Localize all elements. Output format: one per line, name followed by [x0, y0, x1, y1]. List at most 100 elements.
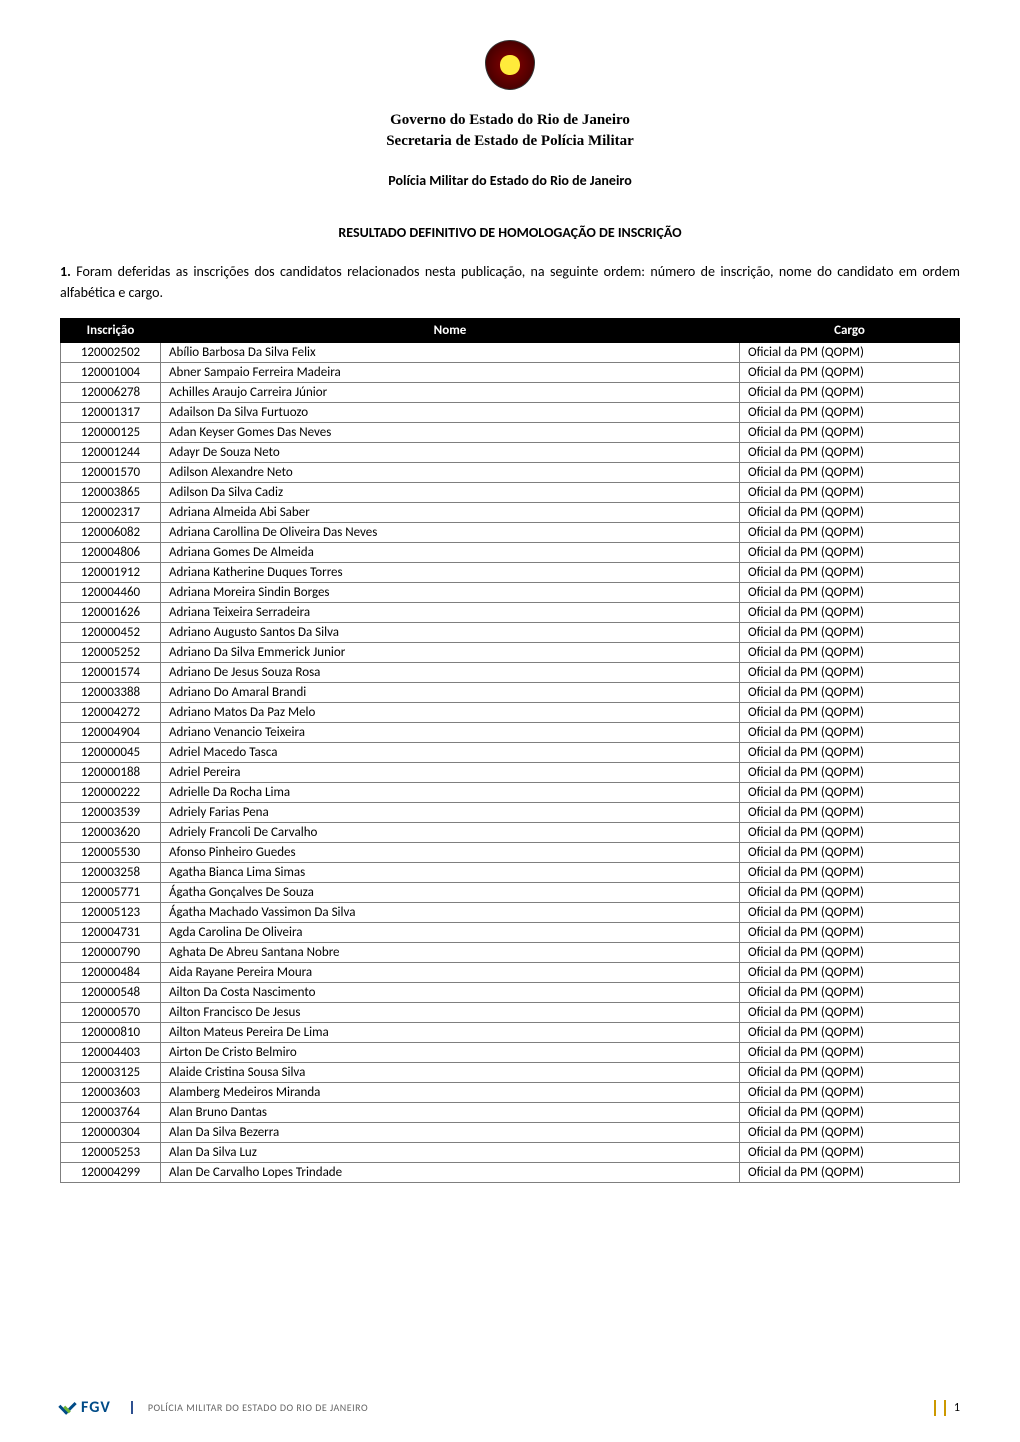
- table-cell: Abner Sampaio Ferreira Madeira: [161, 363, 740, 383]
- table-cell: 120000125: [61, 423, 161, 443]
- table-cell: Adayr De Souza Neto: [161, 443, 740, 463]
- table-row: 120003388Adriano Do Amaral BrandiOficial…: [61, 683, 960, 703]
- table-cell: Oficial da PM (QOPM): [740, 923, 960, 943]
- header-line-1: Governo do Estado do Rio de Janeiro: [60, 110, 960, 131]
- table-row: 120003620Adriely Francoli De CarvalhoOfi…: [61, 823, 960, 843]
- subtitle: Polícia Militar do Estado do Rio de Jane…: [60, 172, 960, 189]
- table-cell: Oficial da PM (QOPM): [740, 363, 960, 383]
- table-cell: 120000222: [61, 783, 161, 803]
- table-cell: 120000570: [61, 1003, 161, 1023]
- table-cell: Oficial da PM (QOPM): [740, 643, 960, 663]
- table-cell: 120001574: [61, 663, 161, 683]
- table-cell: Oficial da PM (QOPM): [740, 603, 960, 623]
- table-cell: Adriano Da Silva Emmerick Junior: [161, 643, 740, 663]
- intro-text: 1. Foram deferidas as inscrições dos can…: [60, 261, 960, 303]
- table-row: 120004403Airton De Cristo BelmiroOficial…: [61, 1043, 960, 1063]
- table-row: 120000188Adriel PereiraOficial da PM (QO…: [61, 763, 960, 783]
- table-cell: 120003258: [61, 863, 161, 883]
- table-cell: Adriana Teixeira Serradeira: [161, 603, 740, 623]
- table-cell: Oficial da PM (QOPM): [740, 583, 960, 603]
- table-row: 120000125Adan Keyser Gomes Das NevesOfic…: [61, 423, 960, 443]
- table-cell: 120003603: [61, 1083, 161, 1103]
- table-cell: Ailton Da Costa Nascimento: [161, 983, 740, 1003]
- table-cell: 120001244: [61, 443, 161, 463]
- table-cell: Adriano Do Amaral Brandi: [161, 683, 740, 703]
- table-cell: Agatha Bianca Lima Simas: [161, 863, 740, 883]
- table-row: 120005771Ágatha Gonçalves De SouzaOficia…: [61, 883, 960, 903]
- table-row: 120001570Adilson Alexandre NetoOficial d…: [61, 463, 960, 483]
- table-row: 120004731Agda Carolina De OliveiraOficia…: [61, 923, 960, 943]
- page-bar: [934, 1400, 936, 1416]
- table-cell: Adriely Farias Pena: [161, 803, 740, 823]
- table-cell: Abílio Barbosa Da Silva Felix: [161, 343, 740, 363]
- table-cell: 120004904: [61, 723, 161, 743]
- table-cell: Oficial da PM (QOPM): [740, 723, 960, 743]
- table-cell: Oficial da PM (QOPM): [740, 443, 960, 463]
- table-cell: Adriano Matos Da Paz Melo: [161, 703, 740, 723]
- table-cell: Oficial da PM (QOPM): [740, 663, 960, 683]
- table-cell: Agda Carolina De Oliveira: [161, 923, 740, 943]
- table-row: 120000304Alan Da Silva BezerraOficial da…: [61, 1123, 960, 1143]
- table-cell: 120004806: [61, 543, 161, 563]
- table-cell: Aghata De Abreu Santana Nobre: [161, 943, 740, 963]
- table-cell: 120004272: [61, 703, 161, 723]
- table-cell: Oficial da PM (QOPM): [740, 943, 960, 963]
- table-cell: 120000452: [61, 623, 161, 643]
- col-nome: Nome: [161, 319, 740, 343]
- pm-logo: [485, 40, 535, 90]
- table-cell: Oficial da PM (QOPM): [740, 463, 960, 483]
- table-cell: Oficial da PM (QOPM): [740, 403, 960, 423]
- checkmark-icon: [60, 1402, 78, 1414]
- table-cell: 120000548: [61, 983, 161, 1003]
- table-cell: Oficial da PM (QOPM): [740, 823, 960, 843]
- table-header-row: Inscrição Nome Cargo: [61, 319, 960, 343]
- table-cell: Oficial da PM (QOPM): [740, 883, 960, 903]
- table-cell: Oficial da PM (QOPM): [740, 803, 960, 823]
- table-cell: Adriely Francoli De Carvalho: [161, 823, 740, 843]
- table-cell: Oficial da PM (QOPM): [740, 703, 960, 723]
- table-cell: Adriana Katherine Duques Torres: [161, 563, 740, 583]
- table-cell: 120005123: [61, 903, 161, 923]
- footer: FGV POLÍCIA MILITAR DO ESTADO DO RIO DE …: [60, 1398, 960, 1417]
- table-cell: 120003865: [61, 483, 161, 503]
- table-cell: Oficial da PM (QOPM): [740, 383, 960, 403]
- table-cell: Afonso Pinheiro Guedes: [161, 843, 740, 863]
- table-row: 120000810Ailton Mateus Pereira De LimaOf…: [61, 1023, 960, 1043]
- table-cell: 120001912: [61, 563, 161, 583]
- table-cell: Adriano Augusto Santos Da Silva: [161, 623, 740, 643]
- header-line-2: Secretaria de Estado de Polícia Militar: [60, 131, 960, 152]
- table-cell: 120000810: [61, 1023, 161, 1043]
- header-title: Governo do Estado do Rio de Janeiro Secr…: [60, 110, 960, 152]
- shield-icon: [485, 40, 535, 90]
- table-row: 120002502Abílio Barbosa Da Silva FelixOf…: [61, 343, 960, 363]
- table-row: 120004806Adriana Gomes De AlmeidaOficial…: [61, 543, 960, 563]
- table-cell: Airton De Cristo Belmiro: [161, 1043, 740, 1063]
- table-cell: Ágatha Gonçalves De Souza: [161, 883, 740, 903]
- table-cell: Adrielle Da Rocha Lima: [161, 783, 740, 803]
- table-row: 120003125Alaide Cristina Sousa SilvaOfic…: [61, 1063, 960, 1083]
- table-row: 120005252Adriano Da Silva Emmerick Junio…: [61, 643, 960, 663]
- table-cell: 120001317: [61, 403, 161, 423]
- intro-body: Foram deferidas as inscrições dos candid…: [60, 263, 960, 301]
- table-cell: Oficial da PM (QOPM): [740, 863, 960, 883]
- table-row: 120004904Adriano Venancio TeixeiraOficia…: [61, 723, 960, 743]
- table-cell: Alaide Cristina Sousa Silva: [161, 1063, 740, 1083]
- table-cell: 120003388: [61, 683, 161, 703]
- table-cell: Oficial da PM (QOPM): [740, 623, 960, 643]
- table-row: 120003764Alan Bruno DantasOficial da PM …: [61, 1103, 960, 1123]
- table-cell: Ágatha Machado Vassimon Da Silva: [161, 903, 740, 923]
- table-cell: Oficial da PM (QOPM): [740, 683, 960, 703]
- table-cell: Alan Da Silva Bezerra: [161, 1123, 740, 1143]
- fgv-text: FGV: [81, 1398, 111, 1417]
- table-cell: Oficial da PM (QOPM): [740, 1043, 960, 1063]
- table-row: 120000222Adrielle Da Rocha LimaOficial d…: [61, 783, 960, 803]
- table-row: 120005530Afonso Pinheiro GuedesOficial d…: [61, 843, 960, 863]
- table-cell: 120000790: [61, 943, 161, 963]
- table-cell: Oficial da PM (QOPM): [740, 983, 960, 1003]
- table-cell: 120006082: [61, 523, 161, 543]
- table-cell: Adriel Macedo Tasca: [161, 743, 740, 763]
- table-row: 120004460Adriana Moreira Sindin BorgesOf…: [61, 583, 960, 603]
- page-number: 1: [954, 1401, 960, 1415]
- table-cell: Oficial da PM (QOPM): [740, 1003, 960, 1023]
- intro-bold: 1.: [60, 263, 71, 280]
